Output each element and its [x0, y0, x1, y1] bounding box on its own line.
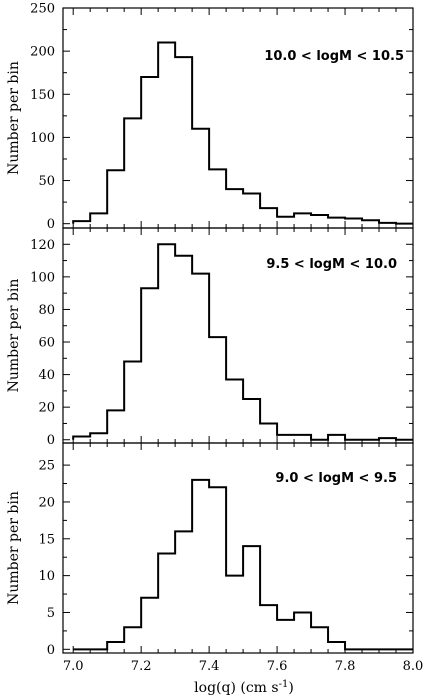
histogram-bin — [141, 77, 158, 224]
histogram-bin — [209, 487, 226, 649]
histogram-bin — [90, 213, 107, 223]
histogram-bin — [243, 546, 260, 649]
y-tick-label: 10 — [38, 569, 55, 584]
y-tick-label: 0 — [47, 643, 55, 658]
histogram-bin — [311, 215, 328, 224]
panel-frame — [62, 442, 414, 654]
histogram-bin — [294, 213, 311, 223]
x-tick-label: 8.0 — [403, 659, 424, 674]
histogram-bin — [260, 208, 277, 224]
panel-annotation: 9.5 < logM < 10.0 — [266, 257, 397, 272]
histogram-bin — [226, 576, 243, 650]
y-tick-label: 25 — [38, 459, 55, 474]
histogram-bin — [226, 379, 243, 439]
histogram-bin — [175, 531, 192, 649]
histogram-bin — [192, 480, 209, 649]
histogram-bin — [158, 244, 175, 439]
histogram-bin — [226, 189, 243, 224]
histogram-bin — [243, 399, 260, 440]
histogram-bin — [277, 217, 294, 224]
x-tick-label: 7.4 — [199, 659, 220, 674]
x-tick-label: 7.6 — [267, 659, 288, 674]
y-tick-label: 5 — [47, 606, 55, 621]
x-axis-label: log(q) (cm s-1) — [194, 679, 294, 696]
y-tick-label: 200 — [30, 45, 55, 60]
histogram-bin — [277, 620, 294, 649]
histogram-series — [73, 478, 413, 651]
panel-annotation: 9.0 < logM < 9.5 — [275, 471, 397, 486]
panel-1: 0 50 100 150 200 250 Number per bin 10.0 < logM… — [6, 2, 414, 232]
y-tick-label: 250 — [30, 2, 55, 17]
histogram-bin — [107, 410, 124, 439]
histogram-bin — [209, 169, 226, 223]
y-tick-label: 80 — [38, 303, 55, 318]
y-tick-label: 0 — [47, 217, 55, 232]
y-tick-label: 100 — [30, 270, 55, 285]
histogram-bin — [294, 612, 311, 649]
y-tick-label: 60 — [38, 336, 55, 351]
y-axis-label: Number per bin — [6, 279, 22, 393]
y-axis-label: Number per bin — [6, 491, 22, 605]
histogram-bin — [328, 642, 345, 649]
panel-2: 0 20 40 60 80 100 120 Number per bin 9.5 < logM … — [6, 227, 414, 448]
x-tick-label: 7.2 — [131, 659, 152, 674]
y-tick-label: 120 — [30, 238, 55, 253]
y-axis-label: Number per bin — [6, 61, 22, 175]
panel-3: 0 5 10 15 20 25 Number per bin 9.0 < logM < 9.5 — [6, 442, 414, 658]
y-tick-label: 20 — [38, 401, 55, 416]
histogram-bin — [175, 256, 192, 440]
y-tick-label: 40 — [38, 368, 55, 383]
x-tick-label: 7.0 — [63, 659, 84, 674]
panel-frame — [62, 7, 414, 229]
histogram-bin — [209, 337, 226, 440]
histogram-bin — [260, 423, 277, 439]
y-tick-label: 50 — [38, 174, 55, 189]
histogram-bin — [107, 642, 124, 649]
histogram-series — [72, 243, 413, 441]
panel-annotation: 10.0 < logM < 10.5 — [264, 49, 404, 64]
y-tick-label: 15 — [38, 532, 55, 547]
histogram-bin — [192, 129, 209, 224]
histogram-bin — [260, 605, 277, 649]
y-tick-label: 150 — [30, 88, 55, 103]
histogram-bin — [141, 598, 158, 650]
histogram-bin — [124, 118, 141, 223]
histogram-bin — [158, 43, 175, 224]
histogram-series — [72, 41, 413, 225]
histogram-bin — [175, 57, 192, 224]
histogram-bin — [124, 627, 141, 649]
y-tick-label: 100 — [30, 131, 55, 146]
histogram-bin — [158, 554, 175, 650]
histogram-bin — [192, 274, 209, 440]
histogram-bin — [141, 288, 158, 439]
histogram-bin — [243, 193, 260, 223]
histogram-bin — [107, 170, 124, 223]
histogram-bin — [124, 362, 141, 440]
y-tick-label: 0 — [47, 433, 55, 448]
y-tick-label: 20 — [38, 495, 55, 510]
x-tick-label: 7.8 — [335, 659, 356, 674]
histogram-bin — [311, 627, 328, 649]
